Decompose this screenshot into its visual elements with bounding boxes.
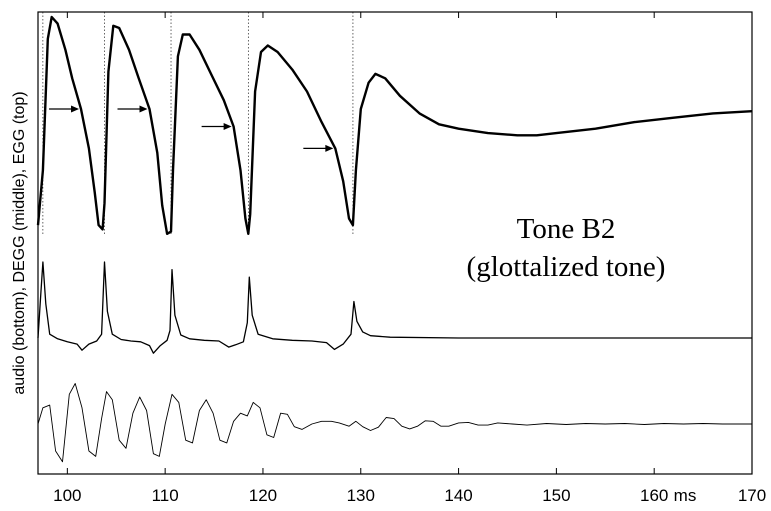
- x-tick-label: 140: [444, 486, 472, 505]
- egg-trace: [36, 15, 753, 235]
- x-tick-label: 130: [347, 486, 375, 505]
- annotation-line-2: (glottalized tone): [467, 251, 666, 283]
- x-tick-label: 150: [542, 486, 570, 505]
- opening-arrow: [117, 105, 148, 113]
- x-axis: 100 110 120 130 140 150 160 170: [53, 12, 766, 505]
- x-tick-label: 110: [152, 486, 179, 505]
- opening-arrow: [303, 144, 334, 152]
- plot-frame: [37, 11, 753, 475]
- audio-trace: [37, 383, 752, 463]
- x-tick-label: 170: [738, 486, 766, 505]
- y-axis-label: audio (bottom), DEGG (middle), EGG (top): [11, 91, 28, 394]
- degg-line: [37, 261, 752, 354]
- x-tick-label: 120: [249, 486, 277, 505]
- x-tick-label: 100: [53, 486, 81, 505]
- annotation-line-1: Tone B2: [517, 213, 616, 245]
- degg-trace: [37, 261, 752, 354]
- egg-line: [36, 15, 753, 235]
- x-tick-label: 160: [640, 486, 668, 505]
- opening-arrow: [49, 105, 80, 113]
- opening-arrow: [201, 123, 232, 130]
- audio-line: [37, 383, 752, 463]
- x-unit-label: ms: [674, 486, 697, 505]
- opening-arrows: [49, 105, 334, 152]
